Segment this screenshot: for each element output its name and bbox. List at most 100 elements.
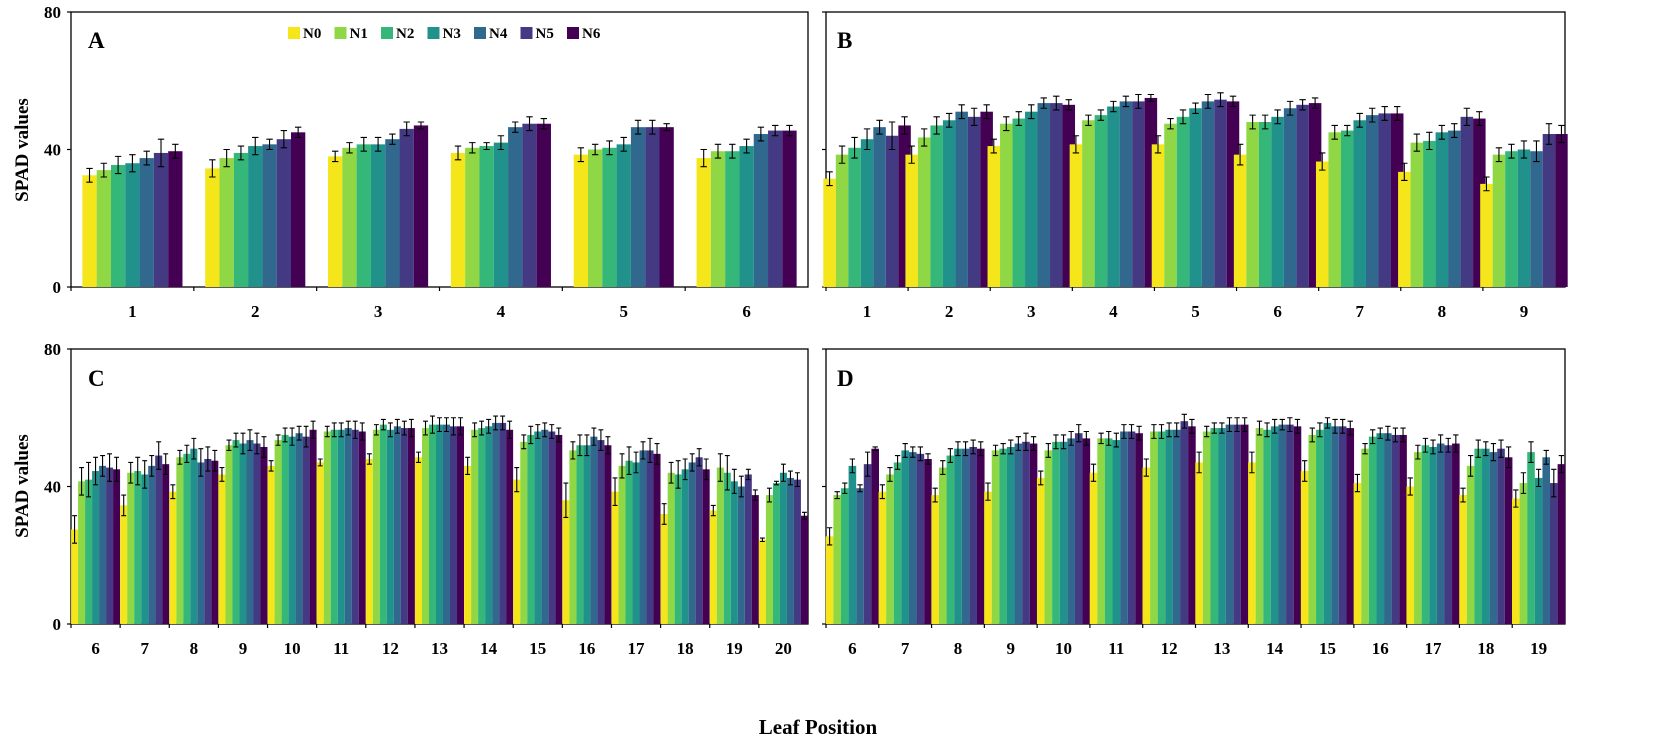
bar-n3 [1189, 108, 1202, 287]
bar-n4 [246, 440, 254, 624]
bar-n3 [485, 426, 493, 624]
bar-n6 [1029, 443, 1038, 624]
x-tick-label: 14 [480, 639, 498, 658]
bar-n5 [1378, 113, 1391, 287]
error-bar [1219, 422, 1225, 434]
bar-n0 [205, 168, 220, 287]
bar-n4 [590, 436, 598, 624]
legend-label: N0 [303, 26, 321, 42]
error-bar [1453, 434, 1459, 453]
bar-n1 [342, 147, 357, 287]
bar-n6 [1555, 134, 1568, 287]
bar-n0 [573, 154, 588, 287]
bar-n6 [782, 130, 797, 287]
bar-n5 [1074, 433, 1083, 624]
bar-n3 [1429, 446, 1437, 624]
error-bar [331, 150, 339, 163]
bar-n2 [1263, 429, 1271, 624]
error-bar [170, 484, 176, 500]
bar-n3 [1435, 132, 1449, 287]
error-bar [1286, 100, 1294, 116]
error-bar [925, 453, 931, 465]
bar-n0 [984, 491, 992, 624]
bar-n1 [833, 495, 841, 624]
error-bar [346, 142, 353, 154]
error-bar [157, 138, 165, 168]
bar-n0 [513, 479, 521, 625]
error-bar [233, 432, 239, 448]
bar-n6 [291, 132, 306, 287]
error-bar [1196, 451, 1202, 474]
bar-n1 [471, 429, 479, 624]
legend-item-n0: N0 [288, 26, 321, 42]
bar-n4 [262, 144, 277, 287]
bar-n2 [848, 147, 861, 287]
bar-n5 [204, 459, 212, 624]
bar-n0 [1089, 472, 1098, 624]
bar-n5 [1460, 116, 1474, 287]
legend-label: N2 [396, 26, 414, 42]
x-tick-label: 19 [726, 639, 743, 658]
bar-n4 [295, 433, 303, 624]
error-bar [1520, 472, 1527, 494]
bar-n0 [878, 491, 887, 624]
error-bar [366, 453, 372, 465]
error-bar [1174, 422, 1180, 438]
error-bar [1249, 114, 1256, 130]
error-bar [100, 455, 106, 477]
error-bar [958, 104, 965, 120]
bar-n4 [1365, 115, 1379, 288]
bar-n4 [1283, 108, 1297, 287]
bar-n6 [211, 460, 219, 624]
bar-n0 [696, 158, 711, 287]
error-bar [1535, 468, 1542, 488]
error-bar [612, 477, 618, 506]
bar-n5 [106, 467, 114, 624]
x-tick-label: 1 [863, 302, 872, 321]
error-bar [493, 415, 499, 431]
error-bar [682, 458, 688, 481]
error-bar [894, 455, 901, 470]
bar-n1 [1150, 431, 1158, 624]
error-bar [955, 441, 961, 457]
error-bar [542, 422, 548, 438]
bar-n0 [1315, 161, 1329, 287]
error-bar [710, 504, 716, 517]
bar-n6 [536, 123, 551, 287]
error-bar [266, 138, 273, 151]
bar-n6 [1346, 428, 1355, 624]
bar-n2 [772, 483, 780, 624]
error-bar [1000, 442, 1006, 455]
error-bar [1226, 417, 1233, 433]
bar-n0 [316, 462, 324, 624]
error-bar [591, 427, 597, 446]
error-bar [1362, 442, 1368, 455]
error-bar [985, 482, 991, 501]
error-bar [1122, 95, 1130, 108]
bar-n4 [753, 134, 769, 287]
bar-n1 [1308, 434, 1317, 624]
error-bar [360, 136, 367, 152]
bar-n2 [674, 474, 682, 624]
bar-n4 [630, 127, 646, 287]
error-bar [794, 472, 800, 488]
error-bar [394, 418, 400, 434]
error-bar [1272, 418, 1278, 434]
error-bar [838, 145, 846, 164]
bar-n6 [358, 431, 366, 624]
error-bar [1236, 143, 1244, 166]
error-bar [1331, 124, 1338, 140]
error-bar [780, 463, 786, 482]
x-tick-label: 2 [945, 302, 954, 321]
bar-n3 [1107, 106, 1120, 287]
error-bar [380, 418, 386, 431]
error-bar [280, 130, 288, 149]
bar-n4 [1067, 438, 1075, 625]
error-bar [1023, 432, 1029, 451]
bar-n4 [385, 139, 400, 287]
error-bar [1392, 427, 1399, 443]
error-bar [1015, 436, 1022, 451]
error-bar [849, 458, 856, 474]
error-bar [114, 155, 122, 175]
bar-n3 [1517, 149, 1531, 287]
